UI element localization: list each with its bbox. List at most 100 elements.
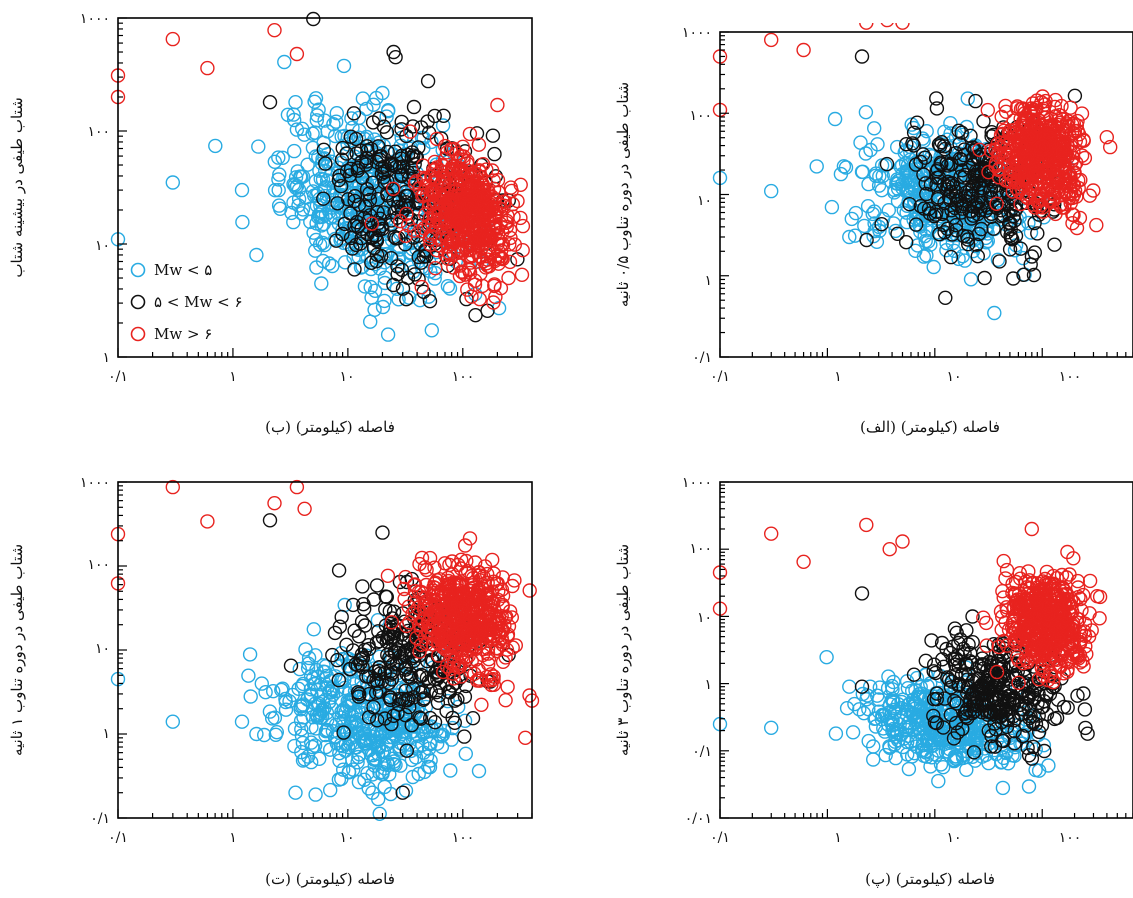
data-point — [336, 713, 351, 729]
data-point — [440, 232, 455, 247]
data-point — [393, 213, 408, 229]
data-point — [922, 715, 937, 730]
data-point — [1045, 680, 1060, 695]
data-point — [518, 730, 533, 745]
data-point — [372, 211, 388, 226]
data-point — [422, 294, 438, 309]
data-point — [515, 242, 530, 258]
data-point — [995, 584, 1010, 599]
data-point — [332, 168, 347, 184]
data-point — [382, 650, 397, 665]
data-point — [858, 146, 873, 161]
data-point — [465, 711, 481, 726]
data-point — [1099, 129, 1115, 145]
data-point — [398, 683, 413, 698]
data-point — [390, 259, 405, 274]
data-point — [289, 122, 305, 137]
series-pe-2 — [712, 517, 1108, 690]
data-point — [389, 281, 405, 296]
data-point — [948, 217, 964, 233]
data-point — [271, 182, 286, 198]
data-point — [320, 146, 335, 162]
data-point — [374, 674, 389, 689]
data-point — [880, 23, 894, 28]
data-point — [476, 189, 492, 205]
data-point — [1023, 225, 1039, 240]
data-point — [377, 711, 392, 726]
data-point — [1007, 670, 1022, 686]
data-point — [486, 628, 501, 644]
data-point — [399, 292, 414, 307]
data-point — [987, 305, 1002, 321]
data-point — [386, 629, 401, 645]
data-point — [419, 670, 435, 686]
data-point — [886, 693, 901, 709]
y-tick-label: ۱۰۰۰ — [80, 11, 110, 27]
data-point — [462, 126, 478, 142]
data-point — [357, 772, 372, 787]
data-point — [381, 102, 396, 118]
data-point — [1022, 710, 1037, 726]
data-point — [331, 563, 347, 578]
data-point — [1026, 267, 1042, 283]
data-point — [442, 662, 458, 677]
data-point — [1042, 194, 1058, 209]
data-point — [866, 752, 881, 767]
data-point — [497, 194, 512, 209]
data-point — [960, 672, 975, 687]
data-point — [965, 140, 980, 155]
data-point — [907, 699, 922, 714]
x-tick-label: ۰/۱ — [710, 369, 730, 385]
data-point — [1076, 686, 1091, 701]
data-point — [332, 753, 347, 768]
data-point — [165, 175, 181, 190]
data-point — [412, 710, 427, 725]
data-point — [406, 99, 422, 115]
data-point — [443, 763, 458, 778]
data-point — [369, 247, 385, 263]
data-point — [480, 646, 496, 661]
data-point — [991, 145, 1006, 161]
data-point — [502, 254, 518, 270]
data-point — [456, 231, 472, 246]
data-point — [388, 636, 403, 651]
data-point — [234, 714, 250, 729]
data-point — [392, 650, 407, 665]
data-point — [457, 267, 473, 282]
data-point — [329, 105, 344, 121]
data-point — [1003, 215, 1018, 231]
data-point — [398, 693, 413, 708]
data-point — [318, 156, 333, 171]
data-point — [388, 757, 403, 773]
data-point — [1047, 237, 1062, 252]
data-point — [305, 126, 320, 141]
y-tick-label: ۱۰۰ — [87, 557, 110, 573]
data-point — [280, 107, 296, 123]
data-point — [429, 573, 445, 588]
y-tick-label: ۰/۱ — [692, 350, 712, 366]
data-point — [418, 594, 433, 609]
data-point — [414, 707, 429, 722]
data-point — [341, 686, 357, 701]
data-point — [165, 714, 181, 729]
data-point — [296, 676, 311, 692]
data-point — [964, 655, 979, 670]
data-point — [474, 621, 489, 637]
x-tick-label: ۱ — [834, 369, 842, 385]
data-point — [957, 170, 972, 185]
data-point — [992, 254, 1007, 269]
data-point — [315, 694, 331, 710]
data-point — [316, 183, 332, 198]
data-point — [398, 569, 413, 585]
data-point — [471, 582, 486, 597]
data-point — [471, 763, 487, 779]
data-point — [343, 206, 358, 221]
data-point — [341, 192, 356, 207]
data-point — [1072, 210, 1088, 226]
data-point — [369, 90, 384, 106]
data-point — [325, 687, 341, 702]
data-point — [974, 221, 989, 237]
data-point — [325, 647, 340, 663]
data-point — [460, 282, 475, 297]
data-point — [308, 91, 324, 106]
